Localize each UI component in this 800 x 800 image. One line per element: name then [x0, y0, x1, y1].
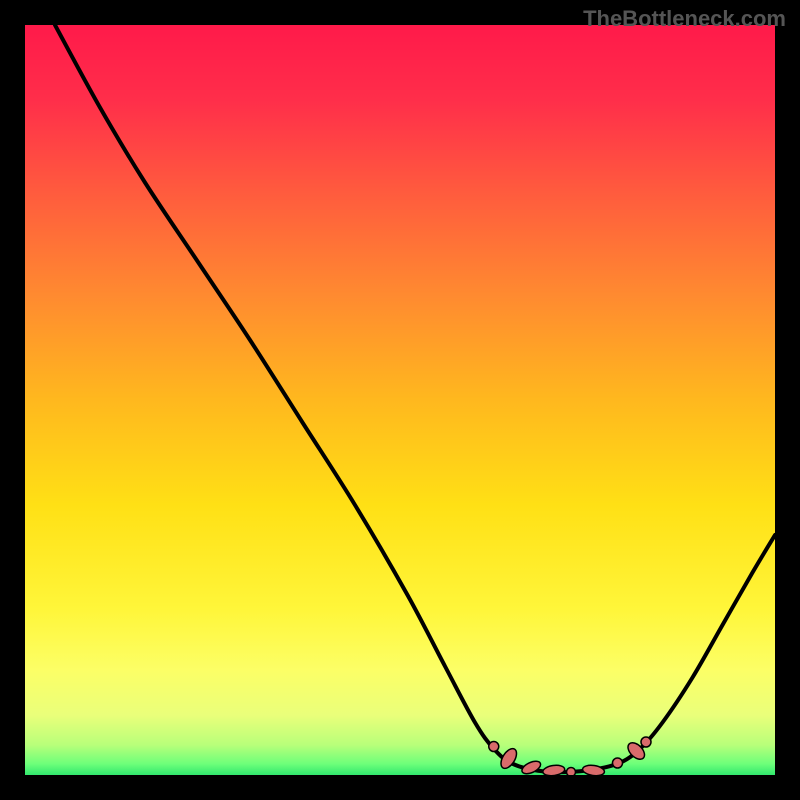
- chart-svg: [25, 25, 775, 775]
- watermark-text: TheBottleneck.com: [583, 6, 786, 32]
- curve-marker: [613, 758, 623, 768]
- curve-marker: [567, 768, 576, 776]
- chart-plot-area: [25, 25, 775, 775]
- curve-marker: [641, 737, 651, 747]
- curve-marker: [489, 742, 499, 752]
- gradient-background: [25, 25, 775, 775]
